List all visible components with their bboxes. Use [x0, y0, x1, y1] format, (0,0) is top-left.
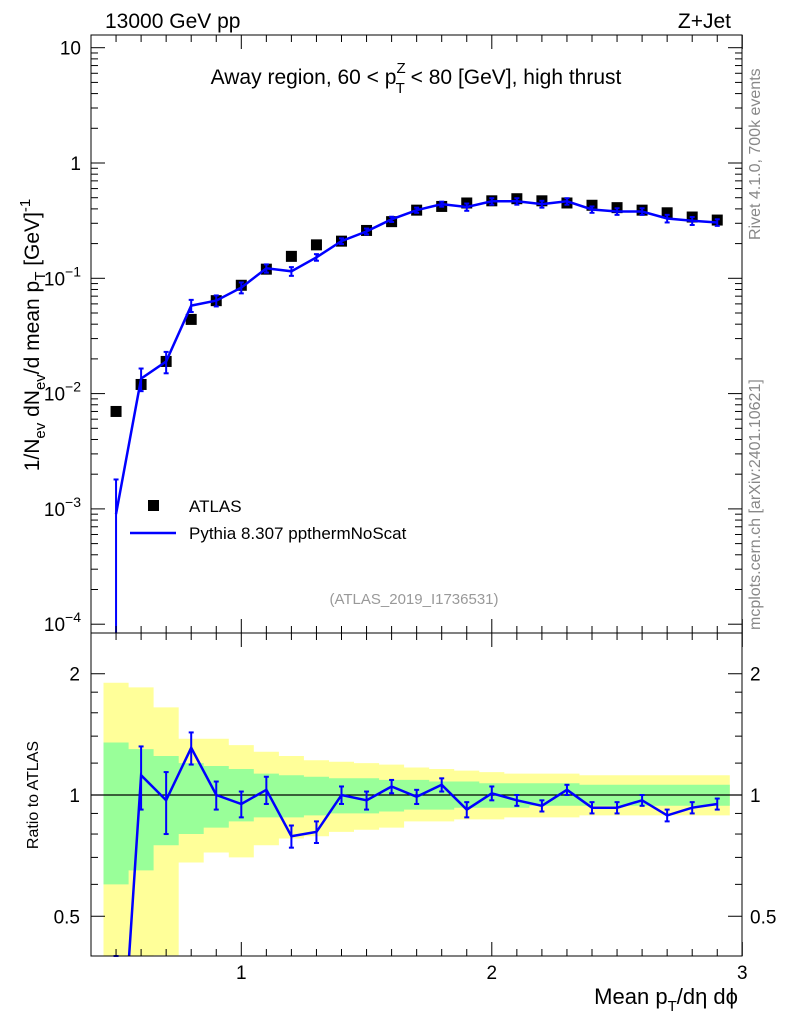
analysis-id-label: (ATLAS_2019_I1736531) [329, 591, 498, 608]
pythia-line [114, 200, 718, 515]
ratio-panel: 2 2 1 1 0.5 0.5 1 2 3 Ratio to ATLAS Mean pT/dη … [25, 632, 776, 1015]
header-left-label: 13000 GeV pp [105, 10, 240, 33]
atlas-data-point [185, 313, 197, 325]
ratio-y-tick-label-right: 1 [750, 786, 761, 807]
mcplots-label: mcplots.cern.ch [arXiv:2401.10621] [747, 379, 764, 630]
ratio-y-tick-label-left: 0.5 [54, 907, 80, 928]
ratio-band-1sigma [103, 742, 730, 885]
x-axis-title: Mean pT/dη dϕ [594, 984, 738, 1015]
rivet-label: Rivet 4.1.0, 700k events [747, 68, 764, 240]
atlas-data-point [586, 199, 598, 211]
main-frame [90, 34, 743, 634]
main-y-tick-label: 10−1 [44, 263, 81, 290]
x-tick-label: 1 [236, 963, 247, 984]
main-title: Away region, 60 < pZ T < 80 [GeV], high t… [211, 60, 622, 97]
ratio-band-2sigma [103, 682, 730, 956]
ratio-y-tick-label-left: 1 [69, 786, 80, 807]
legend-pythia-label: Pythia 8.307 ppthermNoScat [189, 524, 407, 543]
atlas-data-point [310, 239, 322, 251]
header-right-label: Z+Jet [678, 10, 731, 33]
ratio-y-tick-label-right: 2 [750, 665, 761, 686]
main-panel: 10 1 10−1 10−2 10−3 10−4 Away region, 60 < pZ… [17, 34, 743, 636]
x-tick-label: 3 [737, 963, 748, 984]
main-y-tick-label: 10−2 [44, 379, 81, 406]
main-y-tick-label: 10−4 [44, 609, 81, 636]
atlas-data-point [661, 207, 673, 219]
legend-atlas-label: ATLAS [189, 497, 242, 516]
main-y-tick-label: 10 [60, 39, 81, 60]
ratio-y-tick-label-right: 0.5 [750, 907, 776, 928]
main-y-axis-title: 1/Nev dNev/d mean pT [GeV]-1 [17, 199, 49, 472]
ratio-y-axis-title: Ratio to ATLAS [25, 741, 42, 849]
legend-atlas-marker [148, 500, 159, 511]
main-y-tick-label: 10−3 [44, 494, 81, 521]
ratio-line [127, 745, 718, 957]
main-y-tick-label: 1 [70, 154, 81, 175]
x-tick-label: 2 [487, 963, 498, 984]
ratio-y-tick-label-left: 2 [69, 665, 80, 686]
atlas-data-point [285, 250, 297, 262]
atlas-data-point [110, 405, 122, 417]
